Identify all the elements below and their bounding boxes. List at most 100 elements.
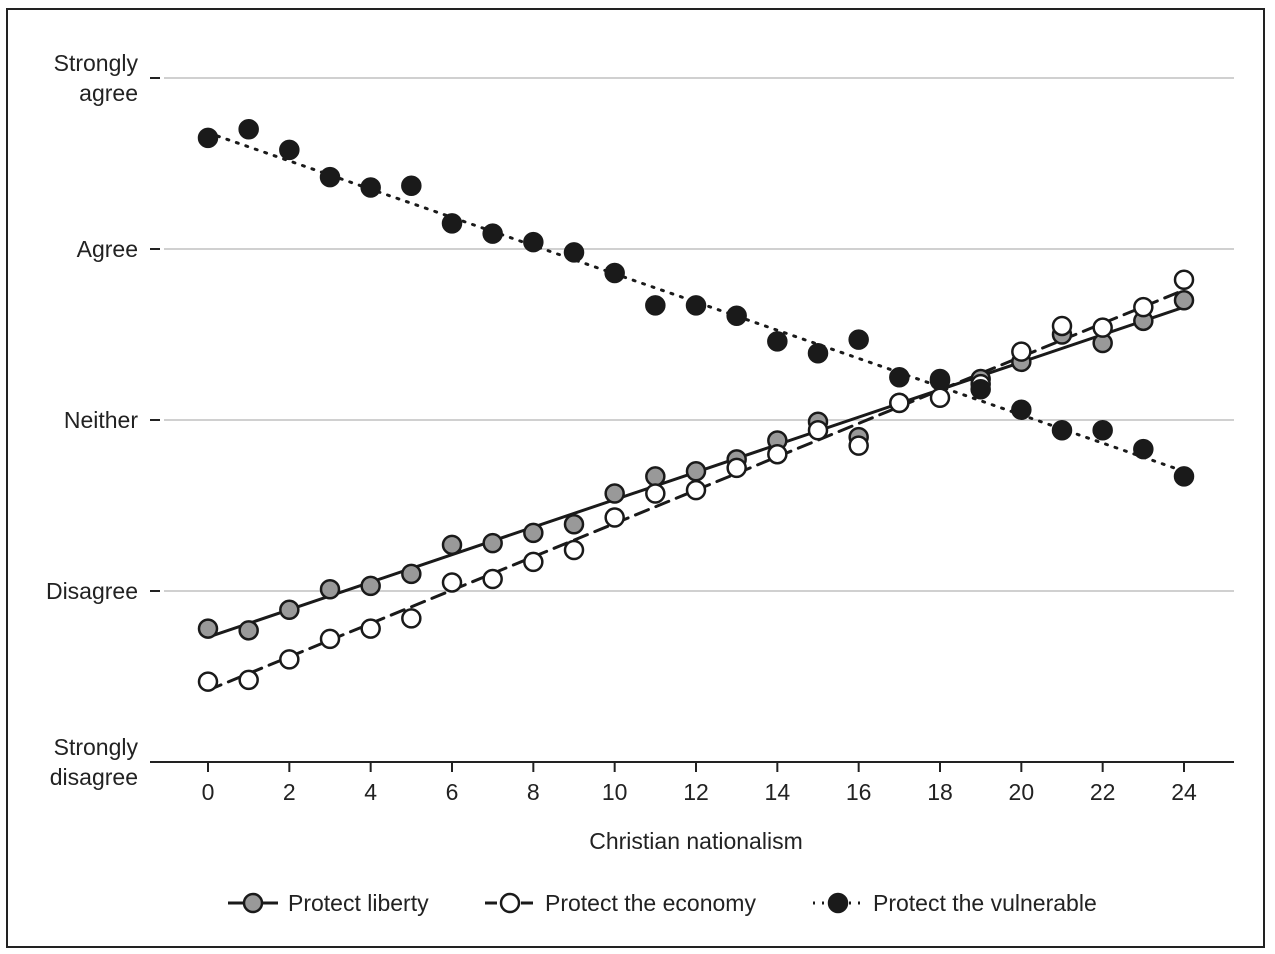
y-tick-label: Strongly agree xyxy=(54,50,139,106)
data-points xyxy=(197,119,1195,692)
data-point xyxy=(319,166,341,188)
y-tick-label: Agree xyxy=(77,236,138,262)
data-point xyxy=(1092,317,1113,338)
chart-frame xyxy=(6,8,1265,948)
data-point xyxy=(197,127,219,149)
data-point xyxy=(563,514,585,535)
data-point xyxy=(645,483,666,504)
data-point xyxy=(482,568,503,590)
data-point xyxy=(360,618,381,639)
x-tick-label: 24 xyxy=(1171,779,1197,805)
data-point xyxy=(1092,420,1113,441)
data-point xyxy=(482,223,503,244)
data-point xyxy=(401,175,422,196)
x-tick-label: 16 xyxy=(846,779,872,805)
data-point xyxy=(1173,269,1195,291)
data-point xyxy=(1011,399,1032,420)
data-point xyxy=(238,119,259,140)
legend-label: Protect liberty xyxy=(288,890,429,916)
data-point xyxy=(279,139,300,161)
data-point xyxy=(889,392,910,414)
x-tick-label: 18 xyxy=(927,779,953,805)
gridlines xyxy=(164,77,1234,592)
data-point xyxy=(563,242,585,263)
legend-marker xyxy=(827,892,849,914)
y-tick-label-line: Disagree xyxy=(46,578,138,604)
data-point xyxy=(685,461,707,482)
data-point xyxy=(1011,341,1032,362)
data-point xyxy=(848,435,869,456)
data-point xyxy=(807,343,829,364)
data-point xyxy=(1051,315,1073,337)
x-tick-label: 8 xyxy=(527,779,540,805)
data-point xyxy=(401,563,422,585)
data-point xyxy=(685,295,707,316)
data-point xyxy=(1133,296,1154,318)
data-point xyxy=(563,539,585,561)
x-axis-label: Christian nationalism xyxy=(589,828,802,854)
data-point xyxy=(523,522,544,544)
data-point xyxy=(401,608,422,629)
data-point xyxy=(726,457,747,479)
data-point xyxy=(767,331,788,352)
data-point xyxy=(441,213,463,234)
data-point xyxy=(360,575,381,597)
data-point xyxy=(767,443,788,465)
y-tick-label-line: Strongly xyxy=(54,734,139,760)
x-tick-label: 12 xyxy=(683,779,709,805)
data-point xyxy=(848,329,869,350)
data-point xyxy=(197,618,219,639)
y-tick-label-line: agree xyxy=(79,80,138,106)
y-tick-label-line: disagree xyxy=(50,764,138,790)
legend-marker xyxy=(242,892,264,914)
x-tick-label: 14 xyxy=(765,779,791,805)
data-point xyxy=(929,368,951,390)
data-point xyxy=(929,387,951,409)
data-point xyxy=(238,669,259,691)
data-point xyxy=(1173,466,1195,487)
data-point xyxy=(1051,420,1073,441)
x-tick-label: 0 xyxy=(202,779,215,805)
data-point xyxy=(807,420,829,441)
data-point xyxy=(1133,438,1154,460)
x-tick-label: 4 xyxy=(364,779,377,805)
data-point xyxy=(726,305,747,326)
data-point xyxy=(604,507,625,528)
data-point xyxy=(685,479,707,501)
data-point xyxy=(197,671,219,692)
x-tick-label: 6 xyxy=(446,779,459,805)
legend-label: Protect the vulnerable xyxy=(873,890,1097,916)
y-tick-label-line: Strongly xyxy=(54,50,139,76)
y-tick-label-line: Neither xyxy=(64,407,138,433)
y-tick-label: Strongly disagree xyxy=(50,734,139,790)
x-tick-label: 20 xyxy=(1009,779,1035,805)
x-tick-label: 22 xyxy=(1090,779,1116,805)
data-point xyxy=(482,532,503,554)
axes: Strongly agree Agree Neither Disagree Strongl… xyxy=(46,50,1234,805)
y-tick-label: Neither xyxy=(64,407,138,433)
data-point xyxy=(645,466,666,487)
data-point xyxy=(970,378,991,400)
data-point xyxy=(604,483,625,504)
data-point xyxy=(604,262,625,284)
data-point xyxy=(319,628,341,650)
data-point xyxy=(441,534,463,556)
y-tick-label: Disagree xyxy=(46,578,138,604)
trend-lines xyxy=(206,131,1186,692)
data-point xyxy=(360,177,381,198)
data-point xyxy=(279,599,300,621)
data-point xyxy=(279,649,300,670)
data-point xyxy=(645,295,666,316)
data-point xyxy=(441,572,463,593)
data-point xyxy=(238,620,259,641)
data-point xyxy=(523,231,544,253)
data-point xyxy=(889,367,910,388)
x-tick-label: 10 xyxy=(602,779,628,805)
y-tick-label-line: Agree xyxy=(77,236,138,262)
data-point xyxy=(523,551,544,573)
legend: Protect liberty Protect the economy Protec… xyxy=(228,890,1097,916)
data-point xyxy=(319,579,341,600)
x-tick-label: 2 xyxy=(283,779,296,805)
legend-label: Protect the economy xyxy=(545,890,756,916)
